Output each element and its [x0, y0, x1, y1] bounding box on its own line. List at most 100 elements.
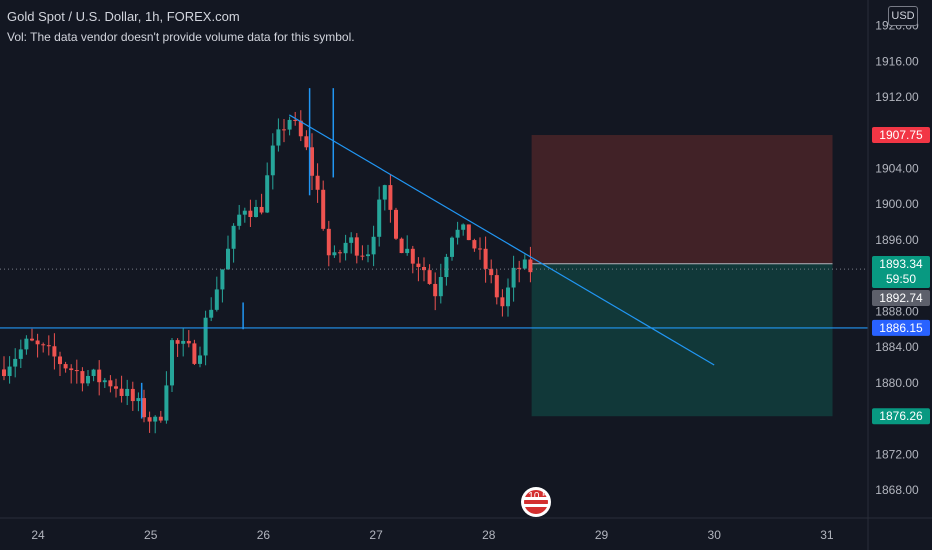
candle-body [136, 398, 141, 402]
candle-body [52, 346, 57, 357]
candle-body [326, 228, 331, 256]
candle [63, 361, 68, 373]
candle-body [388, 185, 393, 210]
candle [46, 335, 51, 356]
candle-body [237, 214, 242, 226]
candle [147, 411, 152, 433]
candle-body [74, 370, 79, 372]
candle [220, 269, 225, 303]
candle [259, 193, 264, 215]
y-tick-label: 1904.00 [875, 162, 919, 176]
candle [203, 310, 208, 366]
stop-loss-zone[interactable] [531, 135, 833, 264]
candle [310, 133, 314, 190]
candle [170, 338, 174, 392]
candle-body [86, 375, 90, 384]
candle-body [220, 269, 225, 290]
candle-body [181, 340, 186, 344]
candle [13, 348, 18, 378]
candle-body [450, 237, 454, 257]
candle [142, 389, 146, 423]
candle [472, 238, 477, 252]
candle [2, 356, 6, 381]
candle-body [58, 356, 62, 365]
candle-body [293, 119, 298, 121]
candle [237, 204, 242, 230]
candle [254, 199, 258, 218]
trendline[interactable] [289, 114, 715, 366]
candle [276, 118, 281, 152]
economic-event-badge[interactable]: 10.5 [521, 487, 551, 517]
candle-body [394, 209, 398, 239]
symbol-title[interactable]: Gold Spot / U.S. Dollar, 1h, FOREX.com [7, 9, 240, 24]
candle [321, 180, 326, 231]
candle [427, 264, 432, 285]
candle [74, 359, 79, 384]
candle-body [304, 136, 309, 148]
candle-body [472, 240, 477, 249]
candle-body [114, 386, 118, 389]
candle [528, 246, 533, 283]
candle-body [511, 267, 516, 288]
candle-body [97, 369, 102, 383]
candle [119, 375, 124, 403]
candle-body [203, 317, 208, 356]
x-tick-label: 29 [595, 528, 609, 542]
candle-body [282, 129, 286, 131]
candle-body [158, 416, 163, 421]
candle [343, 234, 348, 261]
y-tick-label: 1896.00 [875, 233, 919, 247]
candle [24, 335, 29, 355]
y-tick-label: 1872.00 [875, 447, 919, 461]
candle [102, 377, 107, 388]
price-label-text: 1886.15 [879, 321, 923, 335]
candle [399, 237, 404, 254]
candle-body [489, 268, 494, 276]
candle-body [24, 338, 29, 350]
candle [478, 237, 482, 260]
y-tick-label: 1912.00 [875, 90, 919, 104]
currency-button[interactable]: USD [888, 6, 918, 26]
candle [438, 263, 443, 304]
candle-body [298, 120, 303, 137]
candle-body [410, 248, 415, 264]
candle-body [147, 417, 152, 422]
candle-body [382, 185, 387, 200]
candle [366, 244, 370, 263]
drawing-lines [0, 114, 868, 366]
candle-body [494, 275, 499, 298]
candle [338, 249, 342, 263]
candle-body [466, 224, 471, 241]
candle-body [371, 236, 376, 255]
candle-body [270, 145, 275, 176]
x-tick-label: 30 [708, 528, 722, 542]
candle [265, 162, 270, 214]
event-badge-label: 10.5 [528, 491, 548, 502]
candle [108, 375, 113, 393]
candle-body [399, 238, 404, 254]
candle-body [500, 297, 505, 307]
candle [388, 174, 393, 223]
candle [315, 163, 320, 203]
candle-body [69, 368, 74, 371]
candle [69, 364, 74, 384]
candle [304, 130, 309, 151]
candle-body [416, 263, 421, 268]
take-profit-zone[interactable] [531, 263, 833, 417]
candle [58, 351, 62, 377]
price-label-bg [872, 319, 930, 336]
candle-body [175, 340, 180, 344]
candle [130, 381, 135, 411]
candle-body [349, 237, 354, 243]
candle [416, 257, 421, 282]
candle [97, 360, 102, 396]
candle [522, 254, 527, 270]
candle [214, 276, 219, 312]
candle [136, 392, 141, 412]
candle-body [102, 380, 107, 383]
price-label-bg [872, 290, 930, 306]
candle-body [35, 340, 40, 345]
